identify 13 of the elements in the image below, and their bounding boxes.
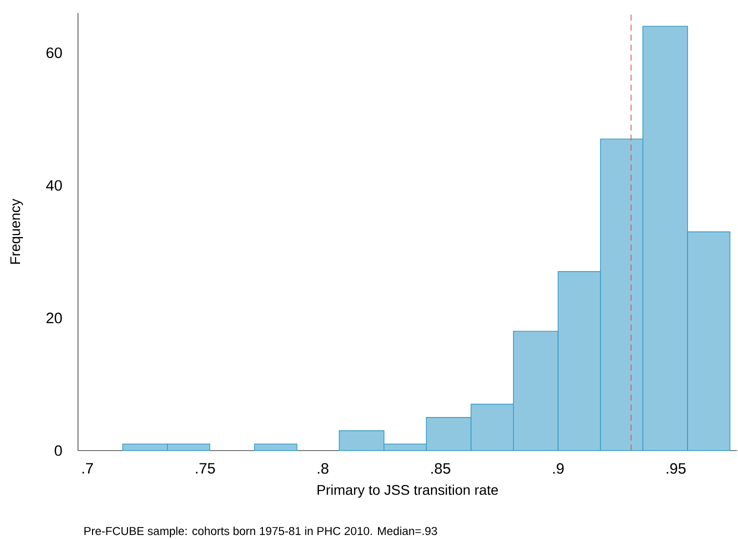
x-tick-label: .7 [82,463,93,474]
y-tick-label: 0 [54,445,62,456]
y-tick-label: 20 [46,312,62,324]
text: Pre-FCUBE sample: cohorts born 1975-81 in PHC 2010. Median=.93 [84,526,437,538]
x-tick-label: .8 [318,463,328,474]
y-tick-label: 60 [46,47,62,58]
x-tick-label: .85 [431,463,450,474]
y-tick-label: 40 [46,180,62,191]
x-tick-label: .9 [553,463,564,474]
y-axis-title: Frequency [10,198,23,264]
x-axis-title: Primary to JSS transition rate [318,484,498,498]
x-tick-label: .75 [196,463,215,474]
x-tick-label: .95 [666,463,686,474]
